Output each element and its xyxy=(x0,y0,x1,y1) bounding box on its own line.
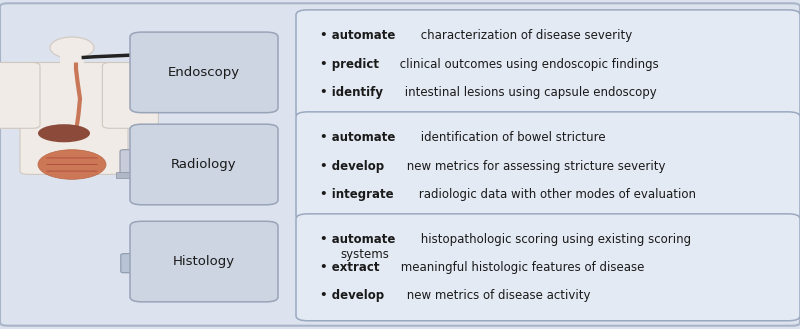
FancyBboxPatch shape xyxy=(20,63,128,174)
Text: • develop: • develop xyxy=(320,289,384,302)
Text: Endoscopy: Endoscopy xyxy=(168,66,240,79)
Text: clinical outcomes using endoscopic findings: clinical outcomes using endoscopic findi… xyxy=(396,58,659,71)
FancyBboxPatch shape xyxy=(130,32,278,113)
FancyBboxPatch shape xyxy=(296,214,800,321)
FancyBboxPatch shape xyxy=(0,3,800,326)
Ellipse shape xyxy=(146,260,161,266)
FancyBboxPatch shape xyxy=(130,221,278,302)
Text: new metrics of disease activity: new metrics of disease activity xyxy=(402,289,590,302)
Text: • automate: • automate xyxy=(320,233,395,246)
Bar xyxy=(116,172,192,178)
Text: • automate: • automate xyxy=(320,132,395,144)
Text: characterization of disease severity: characterization of disease severity xyxy=(418,30,633,42)
Ellipse shape xyxy=(138,155,169,170)
Text: meaningful histologic features of disease: meaningful histologic features of diseas… xyxy=(397,261,644,274)
Ellipse shape xyxy=(38,150,106,179)
FancyBboxPatch shape xyxy=(0,63,40,128)
FancyBboxPatch shape xyxy=(296,10,800,118)
Text: systems: systems xyxy=(340,248,389,261)
Text: • identify: • identify xyxy=(320,86,383,99)
Text: new metrics for assessing stricture severity: new metrics for assessing stricture seve… xyxy=(402,160,666,173)
Text: • integrate: • integrate xyxy=(320,188,394,201)
FancyBboxPatch shape xyxy=(121,254,187,273)
FancyBboxPatch shape xyxy=(120,150,188,174)
Ellipse shape xyxy=(50,37,94,59)
Text: • automate: • automate xyxy=(320,30,395,42)
Text: radiologic data with other modes of evaluation: radiologic data with other modes of eval… xyxy=(415,188,696,201)
FancyBboxPatch shape xyxy=(102,63,158,128)
Text: Histology: Histology xyxy=(173,255,235,268)
FancyBboxPatch shape xyxy=(130,124,278,205)
Bar xyxy=(150,51,170,59)
Text: • develop: • develop xyxy=(320,160,384,173)
Text: • predict: • predict xyxy=(320,58,379,71)
Text: Radiology: Radiology xyxy=(171,158,237,171)
FancyBboxPatch shape xyxy=(296,112,800,220)
Bar xyxy=(60,51,84,69)
Text: identification of bowel stricture: identification of bowel stricture xyxy=(418,132,606,144)
Text: intestinal lesions using capsule endoscopy: intestinal lesions using capsule endosco… xyxy=(402,86,657,99)
Text: histopathologic scoring using existing scoring: histopathologic scoring using existing s… xyxy=(418,233,691,246)
Ellipse shape xyxy=(38,124,90,142)
Text: • extract: • extract xyxy=(320,261,379,274)
